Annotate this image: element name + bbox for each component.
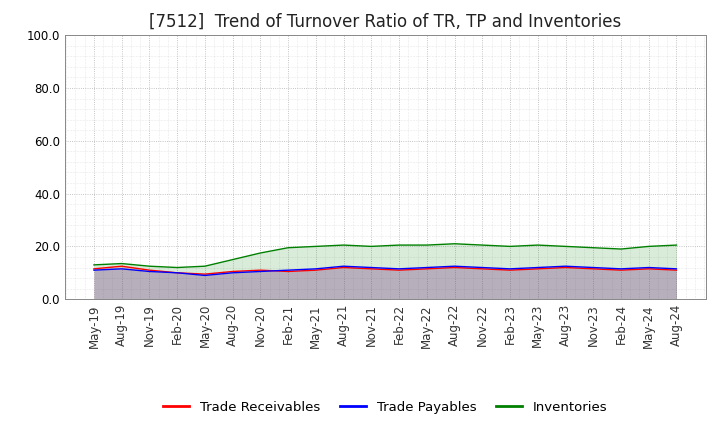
Inventories: [173, 265, 181, 270]
Trade Receivables: [256, 268, 265, 273]
Legend: Trade Receivables, Trade Payables, Inventories: Trade Receivables, Trade Payables, Inven…: [158, 396, 613, 419]
Trade Payables: [312, 266, 320, 271]
Inventories: [561, 244, 570, 249]
Trade Payables: [534, 265, 542, 270]
Trade Receivables: [478, 266, 487, 271]
Trade Payables: [644, 265, 653, 270]
Trade Receivables: [505, 268, 514, 273]
Inventories: [89, 262, 98, 268]
Line: Trade Payables: Trade Payables: [94, 266, 677, 275]
Line: Trade Receivables: Trade Receivables: [94, 266, 677, 274]
Inventories: [450, 241, 459, 246]
Trade Receivables: [228, 269, 237, 274]
Trade Receivables: [423, 266, 431, 271]
Inventories: [589, 245, 598, 250]
Inventories: [117, 261, 126, 266]
Trade Receivables: [561, 265, 570, 270]
Trade Payables: [284, 268, 292, 273]
Trade Receivables: [450, 265, 459, 270]
Inventories: [534, 242, 542, 248]
Inventories: [312, 244, 320, 249]
Trade Receivables: [284, 269, 292, 274]
Inventories: [616, 246, 625, 252]
Trade Payables: [672, 266, 681, 271]
Inventories: [339, 242, 348, 248]
Inventories: [256, 250, 265, 256]
Trade Payables: [505, 266, 514, 271]
Trade Receivables: [672, 268, 681, 273]
Inventories: [228, 257, 237, 262]
Trade Receivables: [145, 268, 154, 273]
Trade Payables: [450, 264, 459, 269]
Trade Payables: [478, 265, 487, 270]
Trade Payables: [145, 269, 154, 274]
Trade Payables: [228, 270, 237, 275]
Inventories: [201, 264, 210, 269]
Trade Receivables: [173, 270, 181, 275]
Trade Payables: [367, 265, 376, 270]
Trade Payables: [89, 268, 98, 273]
Inventories: [395, 242, 403, 248]
Trade Payables: [173, 270, 181, 275]
Trade Receivables: [644, 266, 653, 271]
Trade Receivables: [367, 266, 376, 271]
Trade Payables: [256, 269, 265, 274]
Trade Payables: [339, 264, 348, 269]
Trade Receivables: [534, 266, 542, 271]
Trade Receivables: [589, 266, 598, 271]
Trade Payables: [561, 264, 570, 269]
Title: [7512]  Trend of Turnover Ratio of TR, TP and Inventories: [7512] Trend of Turnover Ratio of TR, TP…: [149, 13, 621, 31]
Trade Receivables: [395, 268, 403, 273]
Line: Inventories: Inventories: [94, 244, 677, 268]
Trade Payables: [589, 265, 598, 270]
Inventories: [423, 242, 431, 248]
Inventories: [644, 244, 653, 249]
Trade Receivables: [89, 266, 98, 271]
Trade Receivables: [201, 271, 210, 277]
Trade Receivables: [117, 264, 126, 269]
Trade Payables: [395, 266, 403, 271]
Trade Receivables: [616, 268, 625, 273]
Trade Payables: [201, 273, 210, 278]
Trade Payables: [616, 266, 625, 271]
Inventories: [505, 244, 514, 249]
Inventories: [672, 242, 681, 248]
Inventories: [145, 264, 154, 269]
Trade Payables: [117, 266, 126, 271]
Trade Receivables: [339, 265, 348, 270]
Trade Payables: [423, 265, 431, 270]
Inventories: [478, 242, 487, 248]
Inventories: [284, 245, 292, 250]
Trade Receivables: [312, 268, 320, 273]
Inventories: [367, 244, 376, 249]
